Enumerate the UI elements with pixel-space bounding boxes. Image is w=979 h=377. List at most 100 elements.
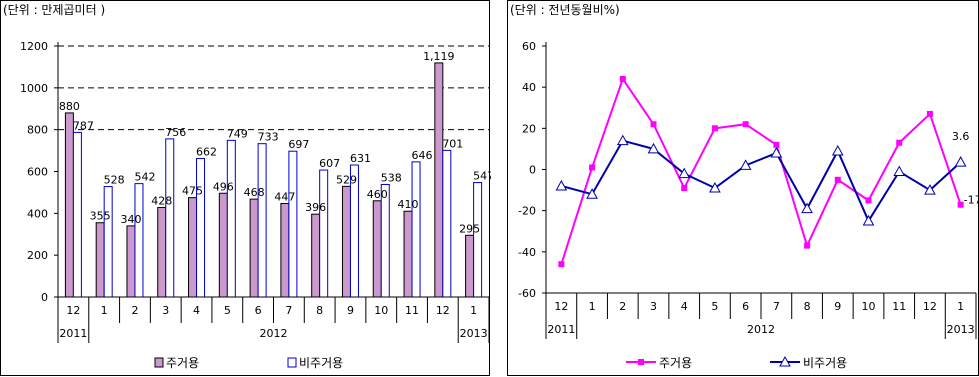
point-residential <box>834 176 841 183</box>
y-tick-label: 400 <box>27 207 48 220</box>
x-tick-label: 1 <box>470 304 477 317</box>
data-label-non-residential: 787 <box>73 119 94 132</box>
bar-non-residential <box>473 182 483 298</box>
x-tick-label: 6 <box>255 304 262 317</box>
year-label: 2011 <box>547 323 575 336</box>
x-tick-label: 7 <box>773 300 780 313</box>
series-line-non-residential <box>561 139 962 224</box>
data-label-non-residential: 756 <box>165 126 186 139</box>
data-label-residential: 529 <box>336 173 357 186</box>
x-tick-label: 10 <box>374 304 388 317</box>
bar-residential <box>249 198 259 298</box>
x-tick-label: 1 <box>957 300 964 313</box>
legend-marker-non-residential <box>779 355 791 367</box>
x-tick-label: 1 <box>101 304 108 317</box>
y-tick-label: 20 <box>522 122 536 135</box>
bar-residential <box>157 206 167 298</box>
x-tick-label: 7 <box>285 304 292 317</box>
x-tick-label: 11 <box>892 300 906 313</box>
data-label-residential: 410 <box>398 198 419 211</box>
x-tick-label: 5 <box>224 304 231 317</box>
point-residential <box>773 141 780 148</box>
bar-residential <box>95 222 105 298</box>
data-label-residential: 447 <box>274 191 295 204</box>
x-tick-label: 1 <box>589 300 596 313</box>
bar-non-residential <box>257 143 267 298</box>
x-tick-label: 8 <box>316 304 323 317</box>
data-label-non-residential: 697 <box>288 138 309 151</box>
x-tick-label: 5 <box>711 300 718 313</box>
data-label-non-residential: 646 <box>412 149 433 162</box>
bar-residential <box>465 234 475 298</box>
point-residential <box>896 139 903 146</box>
series-line-residential <box>560 76 962 265</box>
point-residential <box>589 164 596 171</box>
point-non-residential <box>709 181 721 193</box>
data-label-residential: 1,119 <box>423 50 455 63</box>
bar-non-residential <box>196 158 206 298</box>
x-tick-label: 6 <box>742 300 749 313</box>
legend-label-residential: 주거용 <box>659 356 692 370</box>
point-non-residential <box>586 188 598 199</box>
unit-label: (단위 : 만제곱미터 ) <box>3 3 106 17</box>
bar-non-residential <box>288 150 298 298</box>
x-tick-label: 4 <box>193 304 200 317</box>
year-label: 2013 <box>460 327 488 340</box>
x-tick-label: 11 <box>405 304 419 317</box>
bar-non-residential <box>226 139 236 298</box>
legend-swatch-residential <box>154 357 164 368</box>
point-residential <box>804 242 811 249</box>
bar-residential <box>64 112 74 298</box>
yoy-change-chart: (단위 : 전년동월비%) -60 -40 -20 0 20 40 60 12 1 2 3 4 5 6 7 8… <box>507 0 979 376</box>
y-tick-label: -40 <box>518 246 536 259</box>
point-residential <box>865 197 872 204</box>
point-non-residential <box>924 184 936 195</box>
bar-residential <box>218 192 228 298</box>
data-label-non-residential: 749 <box>227 127 248 140</box>
point-residential <box>711 125 718 132</box>
y-tick-label: 60 <box>522 40 536 53</box>
year-label: 2012 <box>747 323 775 336</box>
residential-area-chart: (단위 : 만제곱미터 ) 0 200 400 600 800 1000 1200 880 78… <box>0 0 491 376</box>
x-tick-label: 8 <box>804 300 811 313</box>
x-tick-label: 10 <box>862 300 876 313</box>
y-tick-label: 1000 <box>20 82 48 95</box>
point-residential <box>742 121 749 128</box>
legend-label-non-residential: 비주거용 <box>803 356 847 370</box>
data-label-residential: 460 <box>367 188 388 201</box>
year-label: 2013 <box>947 323 975 336</box>
legend-label-residential: 주거용 <box>166 356 199 370</box>
data-label-residential: 396 <box>305 201 326 214</box>
bar-residential <box>372 200 382 298</box>
y-tick-label: 800 <box>27 124 48 137</box>
bar-non-residential <box>380 183 390 298</box>
x-tick-label: 2 <box>619 300 626 313</box>
x-tick-label: 9 <box>347 304 354 317</box>
annotation-non-residential-last: 3.6 <box>952 130 970 143</box>
data-label-non-residential: 662 <box>196 146 217 159</box>
x-tick-label: 3 <box>162 304 169 317</box>
bar-non-residential <box>134 183 144 298</box>
unit-label: (단위 : 전년동월비%) <box>510 3 620 17</box>
x-tick-label: 4 <box>681 300 688 313</box>
y-tick-label: 0 <box>41 291 48 304</box>
y-tick-label: 0 <box>529 164 536 177</box>
point-non-residential <box>862 214 875 226</box>
point-residential <box>650 121 657 128</box>
point-residential <box>957 201 964 208</box>
point-non-residential <box>678 167 691 179</box>
y-tick-label: 40 <box>522 81 536 94</box>
point-residential <box>619 75 626 82</box>
annotation-residential-last: -17.1 <box>964 194 979 207</box>
point-non-residential <box>555 179 568 191</box>
x-tick-label: 12 <box>554 300 568 313</box>
bar-non-residential <box>103 186 113 298</box>
legend-marker-residential <box>638 359 644 365</box>
point-non-residential <box>893 165 906 177</box>
x-tick-label: 3 <box>650 300 657 313</box>
y-tick-label: 1200 <box>20 40 48 53</box>
data-label-residential: 428 <box>151 194 172 207</box>
data-label-non-residential: 547 <box>473 170 491 183</box>
year-label: 2012 <box>260 327 288 340</box>
